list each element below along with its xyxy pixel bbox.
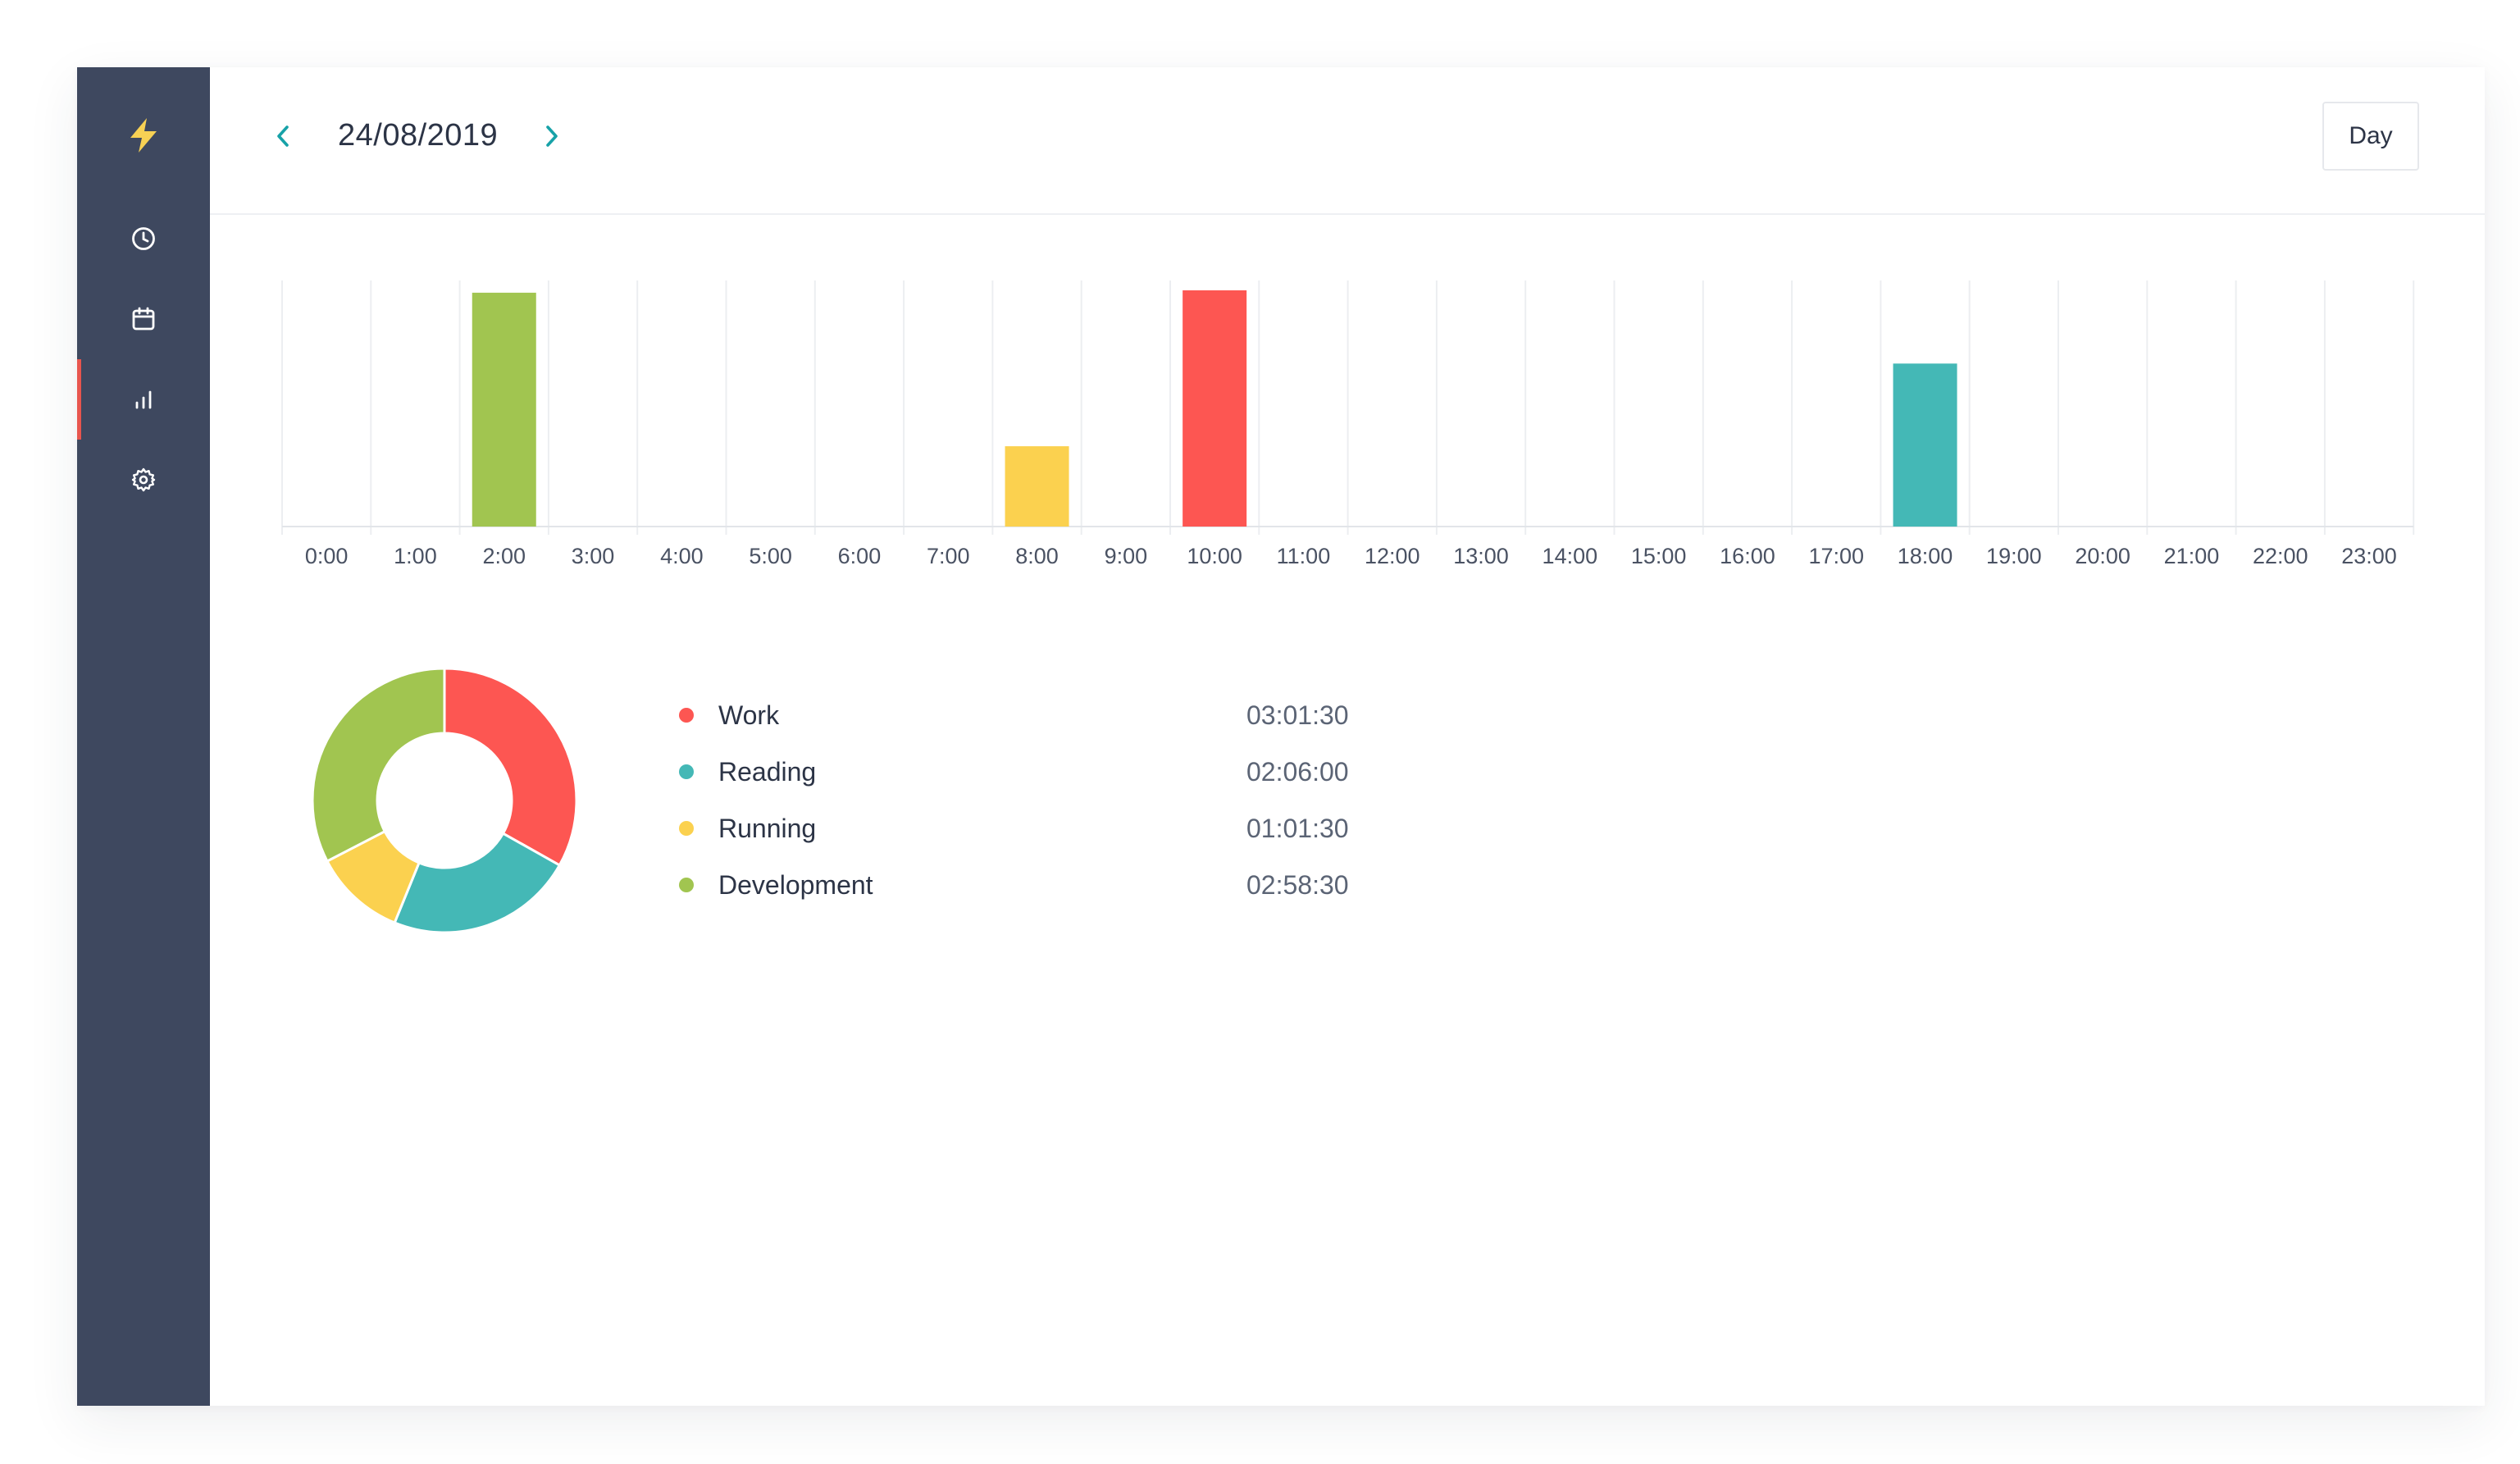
clock-icon: [132, 227, 155, 250]
sidebar-item-timer[interactable]: [77, 198, 210, 279]
legend-label: Work: [718, 700, 780, 730]
x-tick-label: 21:00: [2164, 544, 2220, 568]
x-tick-label: 9:00: [1105, 544, 1148, 568]
x-tick-label: 2:00: [482, 544, 526, 568]
legend-label: Development: [718, 870, 873, 900]
slice-development: [311, 667, 446, 864]
legend-dot: [679, 764, 694, 779]
x-tick-label: 8:00: [1015, 544, 1059, 568]
sidebar-item-calendar[interactable]: [77, 279, 210, 359]
legend-dot: [679, 878, 694, 892]
legend-duration: 02:06:00: [1246, 757, 1349, 787]
slice-work: [443, 667, 578, 867]
x-tick-label: 11:00: [1277, 544, 1331, 568]
chevron-left-icon: [277, 125, 289, 147]
view-mode-button[interactable]: Day: [2322, 102, 2419, 171]
slice-reading: [393, 832, 562, 934]
x-tick-label: 13:00: [1453, 544, 1509, 568]
x-tick-label: 20:00: [2075, 544, 2130, 568]
x-tick-label: 15:00: [1631, 544, 1687, 568]
x-tick-label: 16:00: [1720, 544, 1775, 568]
x-tick-label: 12:00: [1365, 544, 1420, 568]
x-tick-label: 18:00: [1898, 544, 1953, 568]
sidebar-item-settings[interactable]: [77, 440, 210, 520]
legend-dot: [679, 708, 694, 723]
x-tick-label: 0:00: [305, 544, 349, 568]
sidebar: [77, 67, 210, 1406]
x-tick-label: 6:00: [838, 544, 882, 568]
sidebar-item-reports[interactable]: [77, 359, 210, 440]
lightning-bolt-icon[interactable]: [127, 116, 160, 154]
legend-duration: 01:01:30: [1246, 814, 1349, 843]
x-tick-label: 5:00: [749, 544, 792, 568]
legend-duration: 03:01:30: [1246, 700, 1349, 730]
hourly-bar-chart: 0:00 1:00 2:00 3:00 4:00 5:00 6:00 7:00 8:00 9:00…: [281, 280, 2415, 568]
legend-label: Reading: [718, 757, 817, 787]
x-tick-label: 1:00: [394, 544, 437, 568]
app-window: 24/08/2019 Day 0:00 1:00 2:00 3:00 4:00 5:00 6…: [77, 67, 2485, 1406]
bar-8:00: [1005, 446, 1069, 527]
category-donut-chart: [311, 667, 578, 934]
bar-18:00: [1893, 363, 1957, 527]
legend-duration: 02:58:30: [1246, 870, 1349, 900]
next-date-button[interactable]: [536, 121, 566, 151]
bar-chart-icon: [135, 390, 152, 409]
x-tick-label: 14:00: [1543, 544, 1598, 568]
x-tick-label: 22:00: [2253, 544, 2308, 568]
bar-10:00: [1183, 290, 1247, 527]
bar-2:00: [472, 292, 536, 527]
x-tick-label: 7:00: [927, 544, 970, 568]
x-tick-label: 19:00: [1986, 544, 2042, 568]
current-date: 24/08/2019: [338, 118, 499, 153]
x-tick-label: 4:00: [660, 544, 704, 568]
x-tick-label: 17:00: [1808, 544, 1864, 568]
legend-label: Running: [718, 814, 817, 843]
x-tick-label: 3:00: [572, 544, 615, 568]
prev-date-button[interactable]: [269, 121, 298, 151]
gear-icon: [131, 467, 156, 492]
x-tick-label: 23:00: [2341, 544, 2397, 568]
legend-dot: [679, 821, 694, 836]
calendar-icon: [132, 307, 155, 331]
chevron-right-icon: [546, 125, 558, 147]
x-tick-label: 10:00: [1187, 544, 1242, 568]
header: 24/08/2019 Day: [210, 67, 2485, 215]
